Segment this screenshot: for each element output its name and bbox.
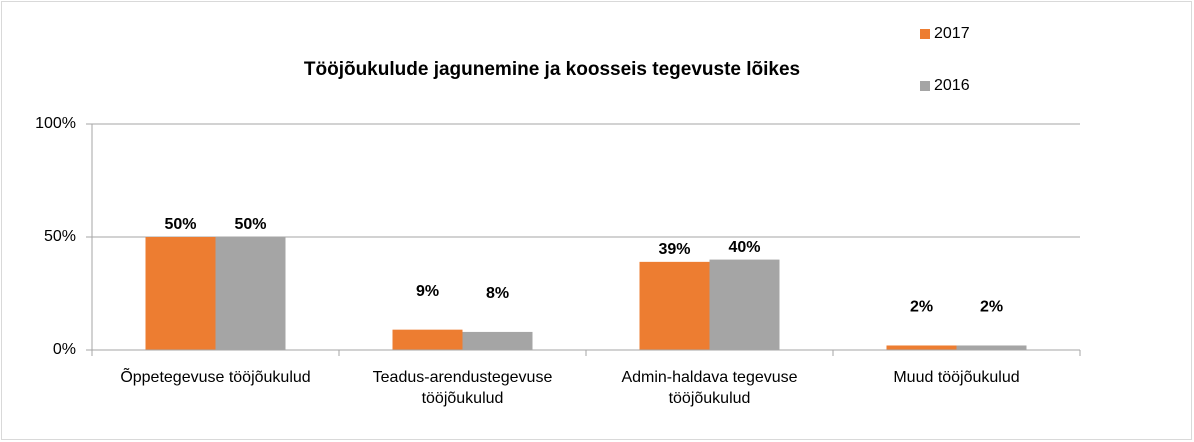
chart-title: Tööjõukulude jagunemine ja koosseis tege… bbox=[304, 59, 800, 80]
legend-label: 2016 bbox=[934, 77, 970, 94]
legend-label: 2017 bbox=[934, 25, 970, 42]
y-tick-label: 0% bbox=[53, 341, 76, 358]
x-tick-label: Admin-haldava tegevuse tööjõukulud bbox=[621, 369, 798, 407]
bar bbox=[886, 345, 957, 350]
data-label: 2% bbox=[910, 299, 933, 316]
data-label: 39% bbox=[658, 241, 690, 258]
x-tick-label: Teadus-arendustegevuse tööjõukulud bbox=[372, 369, 553, 407]
x-tick-label: Muud tööjõukulud bbox=[893, 369, 1020, 386]
bar bbox=[215, 237, 286, 350]
bar bbox=[145, 237, 216, 350]
bar bbox=[956, 345, 1027, 350]
data-label: 9% bbox=[416, 283, 439, 300]
bar bbox=[639, 261, 710, 350]
y-tick-label: 50% bbox=[44, 228, 76, 245]
bar bbox=[392, 329, 463, 350]
data-label: 2% bbox=[980, 299, 1003, 316]
bar bbox=[709, 259, 780, 350]
bar bbox=[462, 331, 533, 350]
legend-swatch bbox=[920, 81, 930, 91]
legend-swatch bbox=[920, 29, 930, 39]
x-tick-label: Õppetegevuse tööjõukulud bbox=[120, 369, 311, 386]
data-label: 40% bbox=[728, 239, 760, 256]
data-label: 8% bbox=[486, 285, 509, 302]
data-label: 50% bbox=[164, 216, 196, 233]
data-label: 50% bbox=[234, 216, 266, 233]
y-tick-label: 100% bbox=[35, 115, 76, 132]
